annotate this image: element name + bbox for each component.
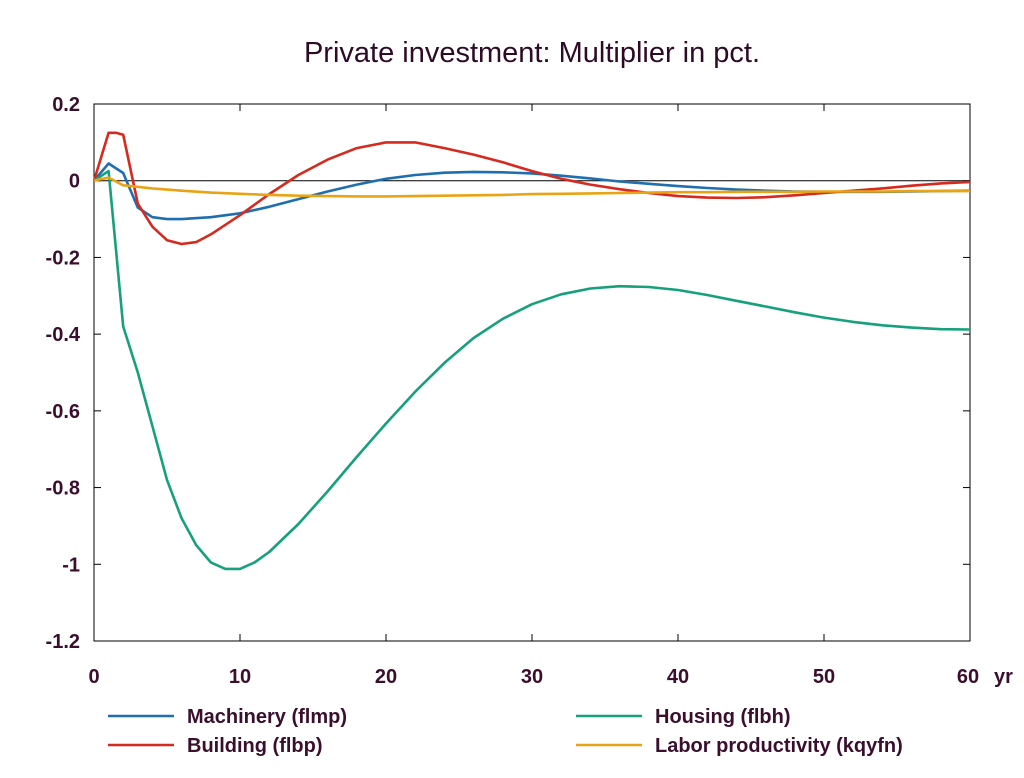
series-line-1 [92,131,971,246]
legend-label-0: Machinery (flmp) [187,706,347,728]
series-line-2 [93,169,971,571]
x-tick-label: 0 [88,666,99,688]
series-line-3 [93,176,970,198]
plot-area [93,103,971,642]
legend-label-3: Labor productivity (kqyfn) [655,735,903,757]
y-tick-label: 0 [69,171,80,193]
x-tick-label: 40 [667,666,689,688]
x-tick-label: 60 [957,666,979,688]
legend-label-1: Building (flbp) [187,735,323,757]
y-tick-label: -0.2 [46,247,80,269]
x-unit-label: yr [994,666,1013,688]
x-tick-label: 30 [521,666,543,688]
series-lines [92,131,971,571]
tick-labels: 0.2 0 -0.2 -0.4 -0.6 -0.8 -1 -1.2 0 10 20 30 40 50 60 y… [46,94,1014,688]
axis-ticks [93,103,971,642]
y-tick-label: -1 [62,554,80,576]
legend-label-2: Housing (flbh) [655,706,791,728]
plot-border [93,103,971,642]
x-tick-label: 20 [375,666,397,688]
y-tick-label: -0.8 [46,478,80,500]
x-tick-label: 50 [813,666,835,688]
x-tick-label: 10 [229,666,251,688]
y-tick-label: 0.2 [52,94,80,116]
legend: Machinery (flmp) Building (flbp) Housing (… [108,706,903,757]
y-tick-label: -0.6 [46,401,80,423]
y-tick-label: -1.2 [46,631,80,653]
chart-title: Private investment: Multiplier in pct. [304,37,760,69]
y-tick-label: -0.4 [46,324,81,346]
